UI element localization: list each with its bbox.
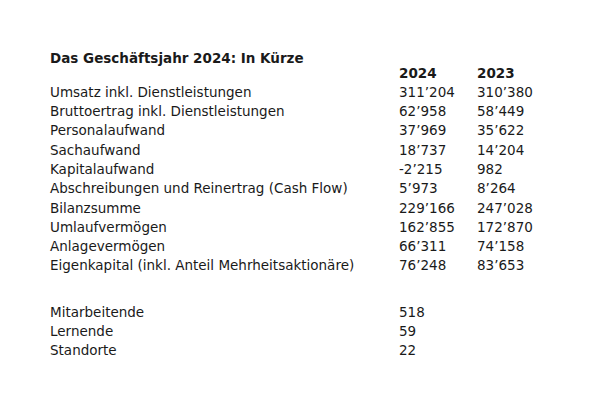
row-label: Personalaufwand: [50, 121, 399, 140]
table-row: Sachaufwand 18’737 14’204: [50, 141, 557, 160]
value-2024: 311’204: [399, 83, 477, 102]
financial-table: 2024 2023 Umsatz inkl. Dienstleistungen …: [50, 64, 557, 276]
value-2024: 62’958: [399, 102, 477, 121]
stats-row: Standorte 22: [50, 341, 557, 360]
stats-row: Mitarbeitende 518: [50, 303, 557, 322]
value-2024: 76’248: [399, 256, 477, 275]
value-2023: 35’622: [477, 121, 557, 140]
table-row: Bilanzsumme 229’166 247’028: [50, 199, 557, 218]
value-2023: 982: [477, 160, 557, 179]
value-2024: 5’973: [399, 179, 477, 198]
column-header-2023: 2023: [477, 64, 557, 83]
row-label: Umsatz inkl. Dienstleistungen: [50, 83, 399, 102]
stats-row: Lernende 59: [50, 322, 557, 341]
row-label: Bilanzsumme: [50, 199, 399, 218]
table-row: Personalaufwand 37’969 35’622: [50, 121, 557, 140]
table-row: Bruttoertrag inkl. Dienstleistungen 62’9…: [50, 102, 557, 121]
company-stats-table: Mitarbeitende 518 Lernende 59 Standorte …: [50, 303, 557, 361]
stats-value: 59: [399, 322, 477, 341]
row-label: Abschreibungen und Reinertrag (Cash Flow…: [50, 179, 399, 198]
value-2023: 247’028: [477, 199, 557, 218]
value-2024: 66’311: [399, 237, 477, 256]
table-row: Kapitalaufwand -2’215 982: [50, 160, 557, 179]
row-label: Umlaufvermögen: [50, 218, 399, 237]
value-2023: 172’870: [477, 218, 557, 237]
value-2024: -2’215: [399, 160, 477, 179]
value-2024: 37’969: [399, 121, 477, 140]
stats-value-spacer: [477, 341, 557, 360]
annual-report-summary-page: Das Geschäftsjahr 2024: In Kürze 2024 20…: [0, 0, 606, 402]
table-row: Eigenkapital (inkl. Anteil Mehrheitsakti…: [50, 256, 557, 275]
value-2023: 310’380: [477, 83, 557, 102]
stats-value: 22: [399, 341, 477, 360]
stats-value-spacer: [477, 303, 557, 322]
stats-label: Standorte: [50, 341, 399, 360]
value-2024: 229’166: [399, 199, 477, 218]
value-2023: 83’653: [477, 256, 557, 275]
value-2023: 58’449: [477, 102, 557, 121]
row-label: Eigenkapital (inkl. Anteil Mehrheitsakti…: [50, 256, 399, 275]
row-label: Bruttoertrag inkl. Dienstleistungen: [50, 102, 399, 121]
row-label: Sachaufwand: [50, 141, 399, 160]
table-row: Umlaufvermögen 162’855 172’870: [50, 218, 557, 237]
table-row: Anlagevermögen 66’311 74’158: [50, 237, 557, 256]
stats-value: 518: [399, 303, 477, 322]
row-label: Anlagevermögen: [50, 237, 399, 256]
value-2023: 14’204: [477, 141, 557, 160]
stats-label: Mitarbeitende: [50, 303, 399, 322]
table-row: Umsatz inkl. Dienstleistungen 311’204 31…: [50, 83, 557, 102]
header-spacer: [50, 64, 399, 83]
stats-label: Lernende: [50, 322, 399, 341]
value-2023: 8’264: [477, 179, 557, 198]
value-2023: 74’158: [477, 237, 557, 256]
row-label: Kapitalaufwand: [50, 160, 399, 179]
table-row: Abschreibungen und Reinertrag (Cash Flow…: [50, 179, 557, 198]
stats-value-spacer: [477, 322, 557, 341]
column-header-2024: 2024: [399, 64, 477, 83]
table-header-row: 2024 2023: [50, 64, 557, 83]
value-2024: 18’737: [399, 141, 477, 160]
value-2024: 162’855: [399, 218, 477, 237]
